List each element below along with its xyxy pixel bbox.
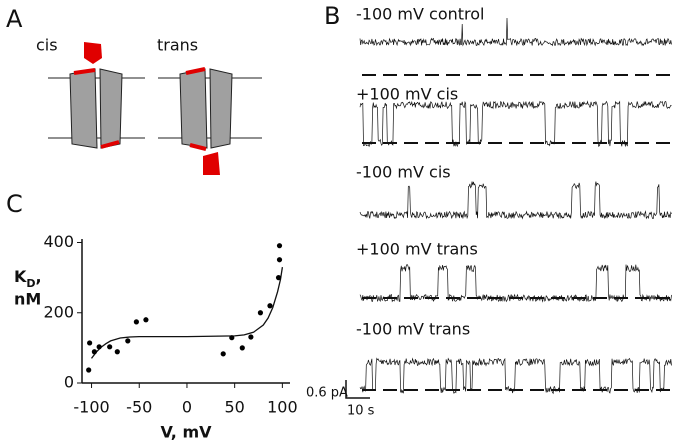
data-point <box>86 367 92 373</box>
panel-label: B <box>324 2 340 30</box>
trans-label: trans <box>157 36 198 55</box>
current-trace <box>359 100 672 148</box>
y-title-part: K <box>14 267 27 286</box>
scale-current: 0.6 pA <box>306 386 348 401</box>
fit-line <box>90 267 284 359</box>
scale-bar <box>345 380 370 399</box>
trace-label: -100 mV control <box>356 5 484 24</box>
x-axis-title: V, mV <box>160 423 212 442</box>
x-tick-label: 0 <box>182 398 192 417</box>
trace-label: -100 mV cis <box>356 163 451 182</box>
data-point <box>96 344 102 350</box>
trace-label: +100 mV trans <box>356 240 478 259</box>
current-trace <box>359 264 672 303</box>
data-point <box>275 275 282 281</box>
trace-label: +100 mV cis <box>356 85 458 104</box>
data-point <box>107 344 113 350</box>
data-point <box>276 257 283 263</box>
y-axis-title-unit: nM <box>14 290 41 309</box>
current-trace <box>359 17 672 47</box>
y-tick-label: 400 <box>43 232 74 251</box>
data-point <box>276 243 283 249</box>
current-trace <box>359 357 672 395</box>
panel-label: A <box>6 5 23 33</box>
data-point <box>257 310 264 316</box>
y-title-part: , <box>36 267 42 286</box>
data-point <box>220 351 226 357</box>
y-title-part: D <box>26 277 35 290</box>
x-tick-label: 50 <box>224 398 244 417</box>
data-point <box>143 317 149 323</box>
trace-label: -100 mV trans <box>356 320 470 339</box>
data-point <box>267 303 273 309</box>
y-tick-label: 0 <box>64 373 74 392</box>
data-point <box>248 334 254 340</box>
scale-time: 10 s <box>347 404 375 419</box>
data-point <box>229 335 235 341</box>
data-point <box>125 338 131 344</box>
x-tick-label: -100 <box>73 398 109 417</box>
data-point <box>87 340 93 346</box>
data-point <box>239 345 245 351</box>
y-tick-label: 200 <box>43 302 74 321</box>
channel-cis <box>48 42 145 149</box>
cis-label: cis <box>36 36 58 55</box>
panel-label: C <box>6 190 23 218</box>
x-tick-label: 100 <box>267 398 298 417</box>
y-axis-title: KD, <box>14 267 42 290</box>
data-point <box>91 349 98 355</box>
x-tick-label: -50 <box>126 398 152 417</box>
channel-trans <box>158 67 262 175</box>
data-point <box>114 349 120 355</box>
data-point <box>133 319 139 325</box>
current-trace <box>359 181 672 220</box>
